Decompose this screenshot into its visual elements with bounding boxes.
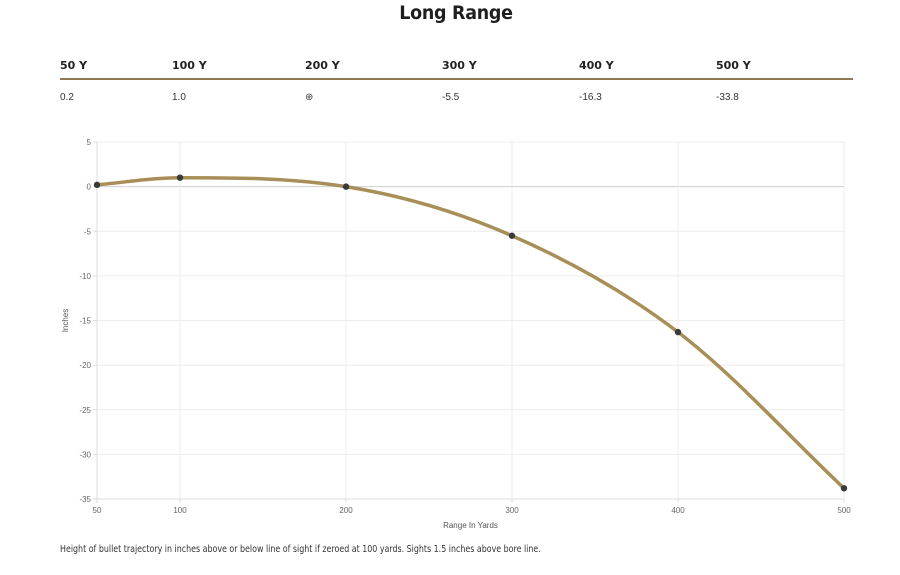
value-300y: -5.5 (442, 92, 460, 103)
data-point (176, 174, 184, 181)
crosshair-icon: ⊕ (305, 92, 314, 103)
value-500y: -33.8 (716, 92, 739, 103)
x-tick-label: 500 (837, 506, 851, 515)
y-axis-label: Inches (61, 309, 70, 333)
x-tick-label: 400 (671, 506, 685, 515)
value-100y: 1.0 (172, 92, 186, 103)
x-tick-label: 200 (339, 506, 353, 515)
value-50y: 0.2 (60, 92, 74, 103)
x-tick-label: 100 (173, 506, 187, 515)
trajectory-line (95, 175, 846, 491)
data-point (674, 328, 682, 336)
header-100y: 100 Y (172, 59, 207, 72)
data-point (93, 181, 101, 189)
y-tick-label: -5 (84, 227, 92, 236)
trajectory-table: 50 Y 100 Y 200 Y 300 Y 400 Y 500 Y 0.2 1… (60, 58, 853, 104)
y-tick-label: -35 (79, 495, 91, 504)
header-300y: 300 Y (442, 59, 477, 72)
chart-caption: Height of bullet trajectory in inches ab… (60, 544, 541, 555)
data-point (840, 485, 848, 492)
chart-title: Long Range (399, 2, 513, 24)
x-tick-label: 50 (93, 506, 102, 515)
value-400y: -16.3 (579, 92, 602, 103)
header-500y: 500 Y (716, 59, 751, 72)
y-tick-label: -25 (79, 406, 91, 415)
y-tick-label: -10 (79, 272, 91, 281)
y-tick-label: 0 (87, 183, 92, 192)
y-tick-label: -15 (79, 317, 91, 326)
header-50y: 50 Y (60, 59, 88, 72)
x-axis-label: Range In Yards (443, 521, 498, 530)
table-value-row: 0.2 1.0 ⊕ -5.5 -16.3 -33.8 (60, 80, 853, 104)
y-tick-label: -20 (79, 361, 91, 370)
value-200y: ⊕ (305, 92, 313, 103)
x-tick-label: 300 (505, 506, 519, 515)
y-tick-label: 5 (87, 138, 92, 147)
data-point (342, 183, 350, 190)
y-tick-label: -30 (79, 450, 91, 459)
data-point (508, 232, 516, 239)
header-400y: 400 Y (579, 59, 614, 72)
header-200y: 200 Y (305, 59, 340, 72)
table-header-row: 50 Y 100 Y 200 Y 300 Y 400 Y 500 Y (60, 58, 853, 80)
